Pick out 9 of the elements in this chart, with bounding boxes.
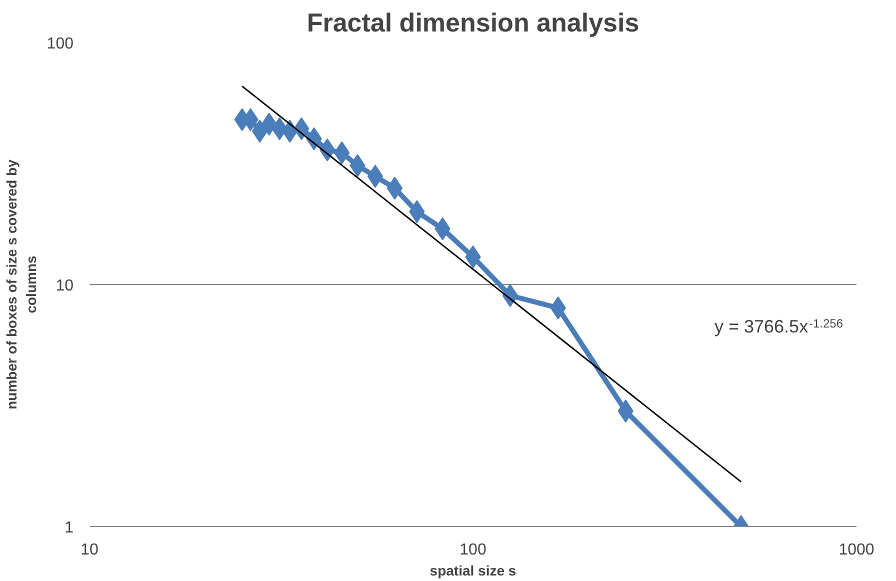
x-axis-title: spatial size s <box>430 562 516 578</box>
y-tick-label: 10 <box>56 278 74 294</box>
y-tick-label: 100 <box>46 36 74 52</box>
y-tick-label: 1 <box>64 520 74 536</box>
x-tick-label: 10 <box>80 542 98 558</box>
chart-title: Fractal dimension analysis <box>306 8 640 38</box>
y-axis-title: number of boxes of size s covered by columns <box>4 159 39 410</box>
x-tick-label: 100 <box>460 542 486 558</box>
x-tick-label: 1000 <box>838 542 874 558</box>
